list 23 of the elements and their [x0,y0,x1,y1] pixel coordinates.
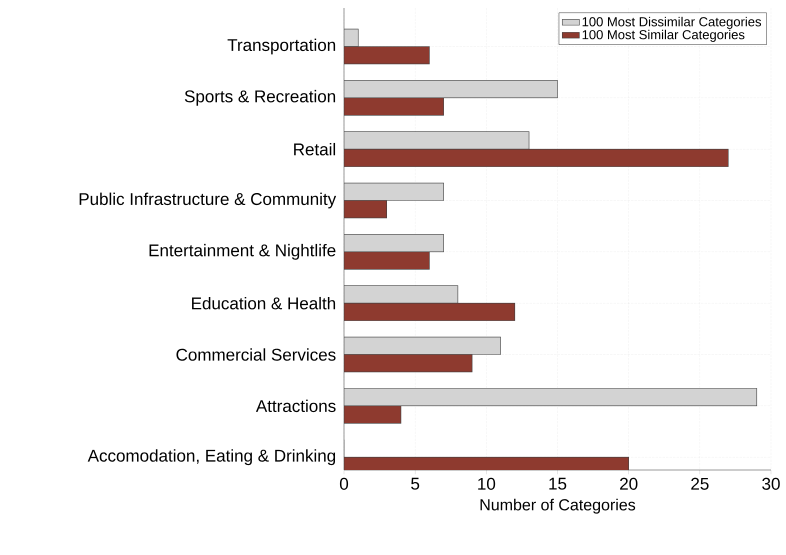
x-axis-title: Number of Categories [480,498,636,514]
bar [344,131,530,150]
x-tick-label: 20 [620,478,638,490]
x-tick-label: 15 [549,478,566,490]
y-tick-label: Attractions [256,400,336,412]
bar [344,28,359,47]
y-tick-label: Entertainment & Nightlife [150,244,336,260]
y-tick-label: Accomodation, Eating & Drinking [88,449,336,466]
y-tick-label: Commercial Services [176,348,336,361]
legend-label: 100 Most Dissimilar Categories [582,16,762,29]
bar [344,182,444,201]
y-tick-label: Sports & Recreation [184,90,336,106]
y-tick-label: Public Infrastructure & Community [80,192,336,208]
legend-label: 100 Most Similar Categories [582,30,744,42]
x-tick-label: 30 [762,478,780,490]
y-tick-label: Retail [294,142,336,156]
bar [344,336,501,355]
x-tick-label: 25 [691,478,709,490]
x-tick-label: 10 [478,478,496,490]
y-tick-label: Education & Health [192,296,336,310]
x-tick-label: 0 [340,478,348,490]
x-tick-label: 5 [411,478,420,490]
y-tick-label: Transportation [228,38,336,54]
